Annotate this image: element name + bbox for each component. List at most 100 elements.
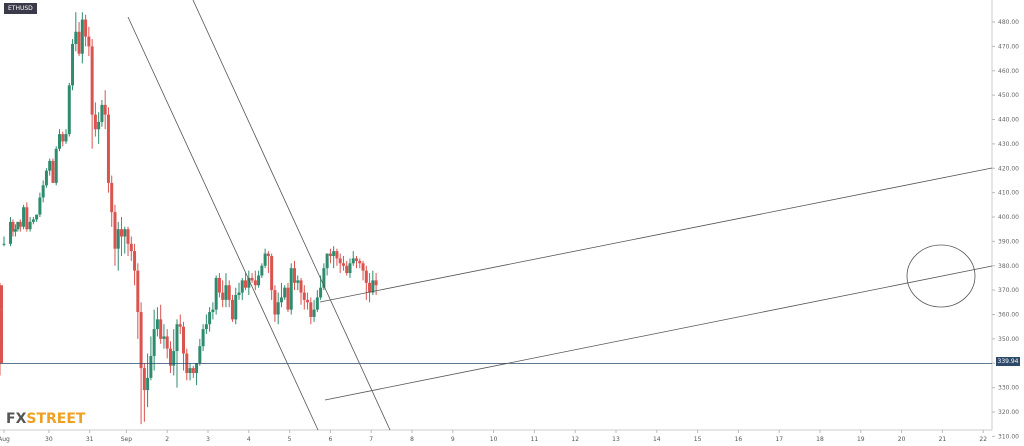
candle-body: [247, 277, 251, 288]
candle-body: [133, 251, 137, 271]
candle-body: [129, 243, 133, 252]
candle-body: [2, 243, 6, 245]
y-tick-label: 310.00: [998, 433, 1019, 440]
candle-body: [227, 285, 231, 300]
candle-body: [286, 287, 290, 310]
candle-body: [126, 229, 130, 244]
candle-body: [299, 280, 303, 293]
fxstreet-watermark: FXSTREET: [6, 411, 85, 427]
candle-body: [71, 43, 75, 86]
candle-body: [306, 299, 310, 303]
y-tick-label: 320.00: [998, 409, 1019, 416]
candle-body: [9, 221, 13, 244]
x-tick-label: 17: [775, 436, 783, 443]
y-tick-label: 330.00: [998, 385, 1019, 392]
y-tick-label: 420.00: [998, 165, 1019, 172]
x-tick-label: Sep: [121, 436, 133, 443]
candle-body: [172, 351, 176, 366]
candle-body: [221, 292, 225, 300]
candle-body: [22, 207, 26, 227]
candle-body: [41, 185, 45, 198]
candle-body: [159, 319, 163, 339]
candle-body: [371, 280, 375, 293]
candle-body: [142, 368, 146, 391]
candle-body: [201, 329, 205, 347]
candle-body: [335, 251, 339, 259]
candle-body: [188, 368, 192, 373]
candle-body: [302, 292, 306, 300]
candle-body: [292, 268, 296, 283]
candle-body: [214, 277, 218, 310]
y-tick-label: 390.00: [998, 238, 1019, 245]
candle-body: [345, 265, 349, 274]
x-tick-label: 14: [653, 436, 661, 443]
candle-body: [217, 277, 221, 293]
y-tick-label: 380.00: [998, 263, 1019, 270]
candle-body: [244, 280, 248, 288]
y-tick-label: 470.00: [998, 43, 1019, 50]
x-tick-label: 10: [490, 436, 498, 443]
watermark-street: STREET: [26, 411, 86, 427]
candle-body: [368, 282, 372, 293]
candle-body: [155, 319, 159, 330]
x-tick-label: 21: [939, 436, 947, 443]
x-tick-label: 11: [531, 436, 539, 443]
candle-body: [182, 326, 186, 354]
descending-channel-upper: [192, 0, 391, 431]
current-price-tag: 339.94: [996, 357, 1020, 366]
candle-body: [80, 19, 84, 54]
candle-body: [338, 258, 342, 264]
candle-body: [309, 302, 313, 317]
candle-body: [351, 258, 355, 264]
x-tick-label: 15: [694, 436, 702, 443]
candle-body: [283, 287, 287, 298]
candle-body: [355, 258, 359, 261]
candle-body: [328, 253, 332, 256]
candle-body: [18, 221, 22, 227]
candle-body: [325, 253, 329, 269]
candle-body: [237, 292, 241, 295]
candle-body: [54, 148, 58, 183]
candle-body: [208, 312, 212, 325]
candle-body: [120, 229, 124, 237]
x-tick-label: 13: [612, 436, 620, 443]
x-tick-label: 9: [451, 436, 455, 443]
y-tick-label: 410.00: [998, 190, 1019, 197]
candle-body: [0, 285, 3, 310]
candle-body: [31, 219, 35, 222]
x-tick-label: 8: [410, 436, 414, 443]
breakout-highlight-circle: [906, 244, 976, 308]
x-tick-label: Aug: [0, 436, 10, 443]
x-tick-label: 31: [86, 436, 94, 443]
x-tick-label: 12: [571, 436, 579, 443]
candle-body: [0, 336, 3, 364]
candle-body: [16, 221, 20, 230]
candle-body: [35, 214, 39, 220]
y-tick-label: 480.00: [998, 19, 1019, 26]
candle-body: [146, 377, 150, 391]
candle-body: [315, 297, 319, 310]
candle-body: [103, 104, 107, 115]
candle-body: [279, 297, 283, 303]
candle-body: [319, 287, 323, 298]
x-tick-label: 18: [816, 436, 824, 443]
candle-body: [168, 348, 172, 366]
x-tick-label: 6: [328, 436, 332, 443]
candle-body: [13, 229, 17, 232]
candle-body: [113, 212, 117, 249]
candle-body: [348, 263, 352, 274]
candle-body: [270, 256, 274, 291]
x-tick-label: 19: [857, 436, 865, 443]
y-tick-label: 440.00: [998, 117, 1019, 124]
candle-body: [195, 363, 199, 373]
x-tick-label: 5: [288, 436, 292, 443]
candle-body: [44, 170, 48, 186]
candle-body: [260, 265, 264, 276]
candle-body: [178, 324, 182, 327]
candle-body: [116, 229, 120, 249]
x-tick-label: 7: [369, 436, 373, 443]
y-tick-label: 360.00: [998, 312, 1019, 319]
candle-body: [100, 104, 104, 122]
